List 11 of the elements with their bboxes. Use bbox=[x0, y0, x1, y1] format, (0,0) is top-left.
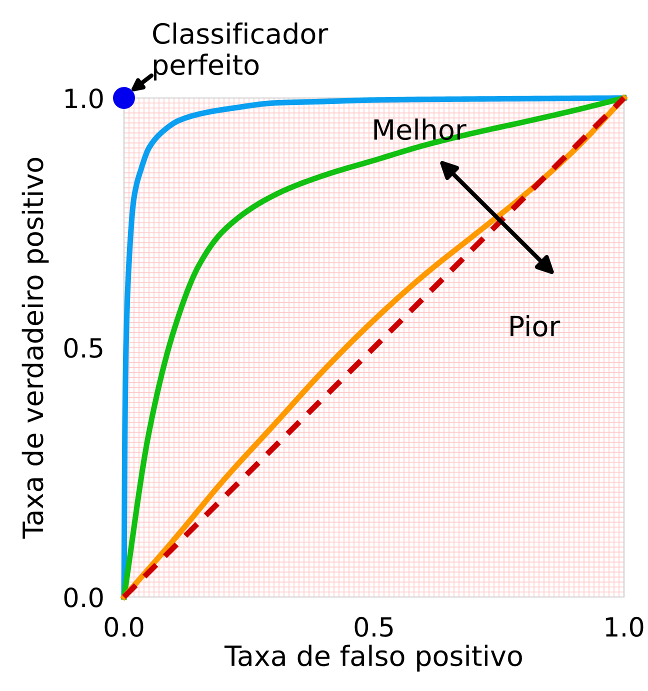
annotation: Pior bbox=[510, 315, 560, 337]
y-tick-label: 1.0 bbox=[65, 88, 103, 108]
x-axis-title: Taxa de falso positivo bbox=[224, 644, 522, 672]
annotation: Melhor bbox=[374, 118, 466, 140]
y-axis-title: Taxa de verdadeiro positivo bbox=[22, 158, 49, 539]
annotation: Classificador perfeito bbox=[153, 22, 328, 81]
x-tick-label: 0.5 bbox=[354, 616, 393, 637]
y-tick-label: 0.0 bbox=[64, 587, 103, 608]
x-tick-label: 1.0 bbox=[606, 616, 644, 637]
y-tick-label: 0.5 bbox=[64, 338, 102, 358]
x-tick-label: 0.0 bbox=[104, 616, 144, 637]
